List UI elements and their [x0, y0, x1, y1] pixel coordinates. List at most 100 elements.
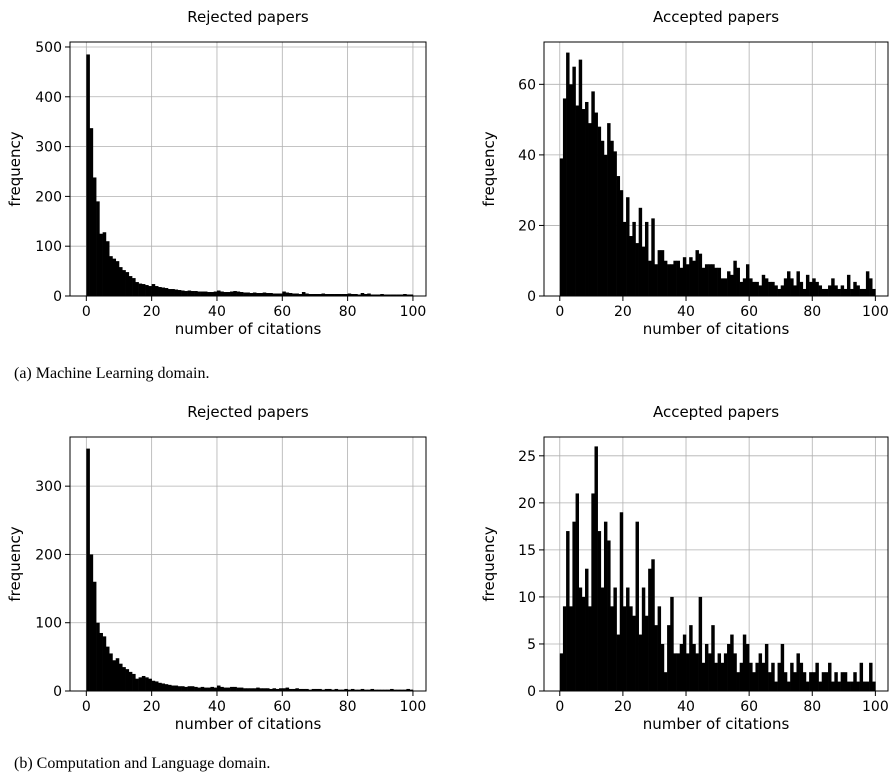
- histogram-bar: [607, 123, 611, 296]
- histogram-bar: [657, 606, 662, 691]
- histogram-bar: [259, 688, 263, 691]
- histogram-bar: [203, 291, 208, 296]
- histogram-bar: [853, 281, 857, 296]
- histogram-bar: [676, 260, 681, 296]
- histogram-bar: [821, 672, 826, 691]
- histogram-bar: [89, 128, 94, 296]
- histogram-bar: [390, 688, 394, 691]
- histogram-bar: [644, 615, 649, 691]
- histogram-bar: [249, 688, 254, 691]
- histogram-bar: [298, 294, 303, 296]
- x-tick-label: 20: [143, 699, 161, 715]
- histogram-bar: [292, 293, 296, 296]
- histogram-bar: [301, 688, 306, 691]
- histogram-bar: [138, 677, 143, 691]
- histogram-bar: [682, 257, 687, 296]
- histogram-bar: [239, 687, 244, 691]
- histogram-bar: [167, 289, 172, 296]
- histogram-bar: [651, 218, 655, 296]
- histogram-bar: [197, 291, 201, 296]
- chart-svg: Rejected papers 0 20 40 60 80 100 0 100 200 300 num…: [6, 403, 427, 733]
- histogram-bar: [246, 688, 250, 691]
- histogram-bar: [135, 282, 139, 296]
- histogram-bar: [285, 292, 290, 296]
- histogram-bar: [154, 286, 159, 296]
- x-tick-label: 60: [273, 699, 291, 715]
- histogram-bar: [774, 681, 778, 691]
- histogram-bar: [723, 278, 728, 296]
- histogram-bar: [869, 278, 873, 296]
- histogram-bar: [673, 653, 677, 691]
- histogram-bar: [581, 109, 586, 297]
- histogram-bar: [859, 288, 864, 296]
- histogram-bar: [736, 672, 740, 691]
- histogram-bar: [622, 221, 627, 296]
- histogram-bar: [588, 606, 592, 691]
- histogram-bar: [236, 687, 241, 691]
- histogram-bar: [575, 493, 580, 691]
- histogram-bar: [610, 140, 614, 296]
- histogram-bar: [686, 653, 690, 691]
- histogram-bar: [600, 140, 605, 296]
- histogram-bar: [805, 681, 810, 691]
- histogram-bar: [768, 281, 772, 296]
- histogram-bar: [125, 272, 130, 296]
- histogram-bar: [733, 653, 737, 691]
- histogram-bar: [578, 59, 583, 297]
- histogram-bar: [607, 540, 611, 691]
- chart-svg: Rejected papers 0 20 40 60 80 100 0 100 200 300 400…: [6, 8, 427, 338]
- histogram-bar: [865, 681, 870, 691]
- histogram-bar: [370, 688, 375, 691]
- histogram-bar: [154, 681, 159, 691]
- histogram-bar: [357, 294, 361, 296]
- histogram-bar: [802, 288, 807, 296]
- histogram-bar: [777, 662, 781, 691]
- histogram-bar: [572, 66, 576, 296]
- histogram-bar: [105, 241, 110, 296]
- histogram-bar: [367, 293, 371, 296]
- histogram-bar: [846, 274, 851, 296]
- histogram-bar: [194, 291, 198, 296]
- histogram-bar: [262, 292, 267, 296]
- histogram-bar: [663, 672, 668, 691]
- histogram-bar: [292, 688, 296, 691]
- y-tick-label: 200: [35, 547, 62, 563]
- histogram-bar: [708, 653, 712, 691]
- histogram-bar: [692, 643, 696, 691]
- histogram-bar: [363, 689, 368, 691]
- chart-svg: Accepted papers 0 20 40 60 80 100 0 5 10 15 20 25 num…: [480, 403, 889, 733]
- histogram-bar: [141, 675, 146, 691]
- histogram-bar: [256, 687, 260, 691]
- histogram-bar: [771, 662, 775, 691]
- histogram-bar: [380, 689, 384, 691]
- histogram-bar: [321, 689, 326, 691]
- histogram-bar: [673, 260, 677, 296]
- histogram-bar: [92, 581, 97, 691]
- histogram-bar: [846, 681, 851, 691]
- histogram-bar: [118, 663, 123, 691]
- histogram-bar: [872, 681, 876, 691]
- histogram-bar: [783, 278, 788, 296]
- histogram-bar: [282, 291, 286, 296]
- histogram-bar: [112, 660, 117, 691]
- histogram-bar: [755, 662, 759, 691]
- chart-ml-accepted: Accepted papers 0 20 40 60 80 100 0 20 40 60 number…: [450, 0, 895, 345]
- y-tick-label: 200: [35, 189, 62, 205]
- histogram-bar: [812, 278, 816, 296]
- histogram-bar: [331, 294, 335, 296]
- histogram-bar: [701, 267, 706, 296]
- histogram-bar: [377, 689, 381, 691]
- histogram-bar: [109, 653, 113, 691]
- histogram-bar: [403, 689, 407, 691]
- chart-ml-rejected: Rejected papers 0 20 40 60 80 100 0 100 200 300 400…: [0, 0, 440, 345]
- x-tick-label: 100: [400, 699, 427, 715]
- histogram-bar: [616, 176, 621, 296]
- histogram-bar: [334, 688, 339, 691]
- histogram-bar: [318, 688, 322, 691]
- histogram-bar: [591, 493, 595, 691]
- y-tick-label: 0: [53, 684, 62, 700]
- histogram-bar: [585, 568, 589, 691]
- histogram-bar: [812, 672, 816, 691]
- y-axis-label: frequency: [480, 131, 498, 206]
- histogram-bar: [717, 267, 722, 296]
